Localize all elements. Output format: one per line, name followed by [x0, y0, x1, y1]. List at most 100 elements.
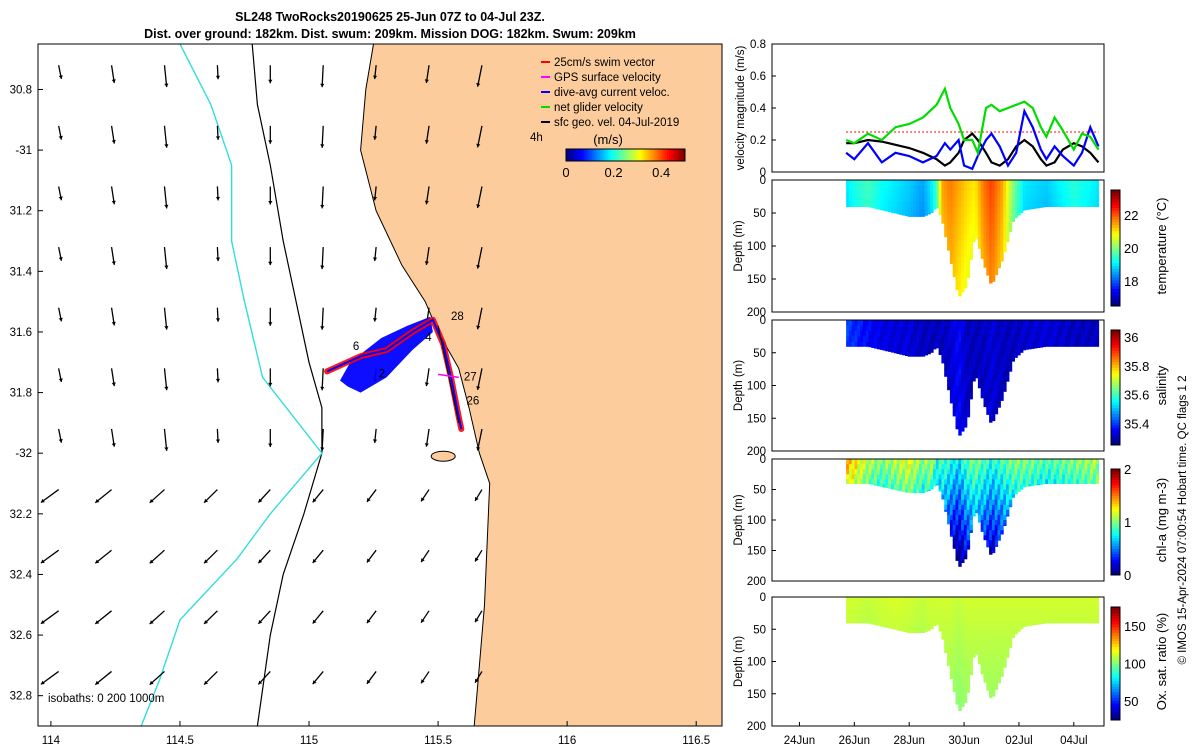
profile-cell: [947, 499, 951, 506]
profile-cell: [1008, 369, 1013, 372]
profile-cell: [944, 320, 948, 327]
profile-cell: [963, 330, 968, 337]
profile-cell: [966, 597, 971, 603]
profile-cell: [1014, 613, 1018, 620]
profile-cell: [1045, 459, 1049, 465]
profile-cell: [1064, 180, 1069, 187]
profile-cell: [879, 469, 884, 475]
profile-cell: [1090, 474, 1094, 480]
profile-cell: [994, 363, 999, 370]
profile-cell: [938, 196, 942, 203]
profile-cell: [919, 196, 923, 203]
profile-cell: [879, 459, 884, 465]
profile-cell: [986, 469, 990, 475]
profile-cell: [966, 484, 971, 491]
profile-cell: [905, 623, 909, 630]
profile-cell: [1064, 325, 1069, 332]
profile-cell: [862, 618, 867, 624]
profile-cell: [1073, 607, 1077, 614]
profile-cell: [989, 279, 993, 284]
velocity-y-tick-label: 0.4: [750, 103, 767, 115]
profile-cell: [1036, 597, 1041, 603]
profile-cell: [991, 374, 996, 381]
profile-cell: [907, 180, 912, 187]
profile-cell: [1036, 618, 1041, 625]
net-track-line: [437, 325, 460, 424]
profile-cell: [1064, 191, 1069, 198]
profile-cell: [860, 341, 864, 347]
profile-cell: [961, 666, 965, 673]
profile-cell: [1020, 330, 1024, 337]
profile-cell: [958, 613, 962, 620]
profile-cell: [927, 330, 931, 337]
profile-colorbar-cell: [1111, 330, 1120, 334]
profile-cell: [1025, 180, 1029, 187]
sfc-velocity-arrowhead: [58, 378, 63, 382]
profile-cell: [955, 391, 959, 398]
profile-cell: [1095, 202, 1100, 207]
profile-cell: [952, 634, 957, 641]
profile-cell: [888, 484, 892, 489]
profile-cell: [949, 369, 954, 376]
profile-cell: [1053, 479, 1057, 484]
profile-cell: [947, 336, 951, 343]
profile-cell: [958, 330, 962, 337]
profile-cell: [1022, 602, 1027, 609]
profile-cell: [891, 336, 895, 343]
profile-cell: [963, 358, 968, 365]
profile-cell: [868, 464, 872, 470]
profile-cell: [1073, 185, 1077, 192]
profile-cell: [1048, 341, 1052, 347]
profile-cell: [952, 464, 957, 470]
profile-cell: [1087, 341, 1091, 347]
profile-cell: [899, 202, 903, 209]
map-colorbar-tick-label: 0.2: [605, 165, 623, 180]
profile-cell: [902, 629, 906, 632]
profile-cell: [955, 191, 959, 198]
profile-cell: [944, 369, 948, 376]
profile-cell: [949, 336, 954, 343]
profile-cell: [1081, 325, 1086, 332]
profile-cell: [851, 330, 856, 337]
profile-cell: [1076, 196, 1080, 203]
profile-cell: [1014, 484, 1018, 491]
profile-cell: [879, 196, 884, 203]
profile-cell: [969, 645, 973, 652]
map-colorbar-cell: [601, 149, 605, 161]
profile-cell: [977, 224, 982, 231]
profile-cell: [989, 363, 993, 370]
profile-cell: [980, 240, 985, 247]
profile-cell: [1048, 180, 1052, 187]
profile-cell: [862, 597, 867, 603]
profile-cell: [1039, 464, 1043, 470]
profile-cell: [1000, 380, 1004, 387]
profile-cell: [961, 374, 965, 381]
profile-colorbar-cell: [1111, 711, 1120, 715]
profile-cell: [1095, 602, 1100, 609]
profile-cell: [983, 666, 987, 673]
sfc-velocity-arrowhead: [421, 497, 425, 502]
profile-cell: [1059, 474, 1063, 480]
profile-colorbar-cell: [1111, 427, 1120, 432]
profile-cell: [1034, 469, 1038, 475]
sfc-velocity-arrow: [163, 368, 168, 391]
profile-cell: [997, 640, 1001, 646]
profile-cell: [1045, 613, 1049, 620]
profile-cell: [949, 618, 954, 625]
profile-cell: [955, 423, 959, 430]
profile-cell: [868, 341, 872, 348]
profile-cell: [952, 268, 957, 275]
profile-cell: [1067, 341, 1072, 347]
profile-cell: [983, 347, 987, 354]
profile-cell: [1017, 489, 1021, 492]
profile-cell: [1059, 613, 1063, 620]
profile-cell: [952, 474, 957, 480]
profile-cell: [983, 320, 987, 327]
profile-colorbar-cell: [1111, 626, 1120, 631]
profile-cell: [975, 341, 979, 348]
profile-cell: [1070, 613, 1074, 620]
profile-cell: [1050, 602, 1055, 609]
profile-cell: [1000, 218, 1004, 225]
profile-cell: [1056, 325, 1060, 332]
